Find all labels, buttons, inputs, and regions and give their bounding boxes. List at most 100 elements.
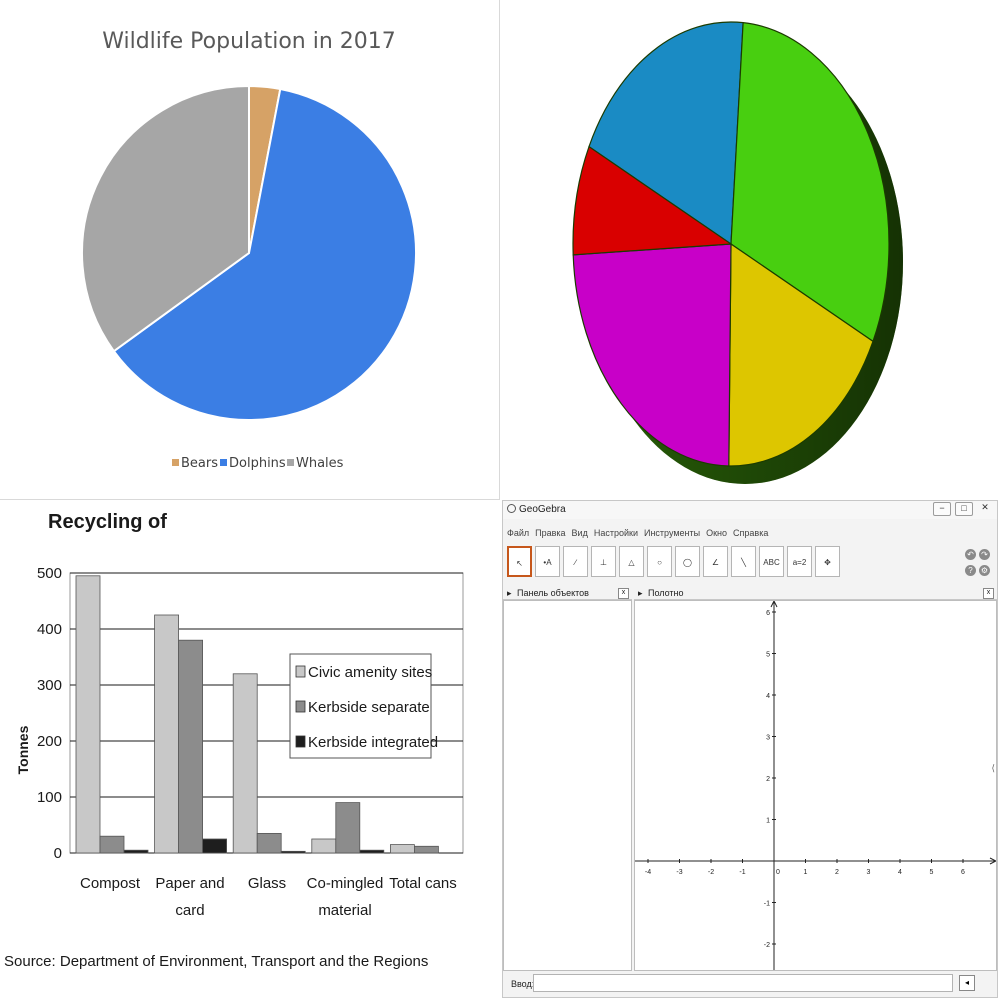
3d-pie-panel xyxy=(500,0,1000,500)
menu-item-4[interactable]: Настройки xyxy=(593,528,638,538)
menu-bar: Файл Правка Вид Настройки Инструменты Окно Спр… xyxy=(503,528,997,541)
y-axis-arrow-icon xyxy=(770,601,778,608)
x-tick-label: -2 xyxy=(708,869,714,876)
pie-slice-green xyxy=(730,21,890,343)
collapse-arrow-icon[interactable]: ▸ xyxy=(638,588,643,598)
pie-slice-magenta xyxy=(572,243,732,467)
input-bar: Ввод: ◂ xyxy=(503,971,997,997)
graphics-panel-title: Полотно xyxy=(648,588,684,598)
pie-slice-whales xyxy=(81,84,250,353)
reflect-tool-icon[interactable]: ╲ xyxy=(731,546,756,577)
perpendicular-tool-icon[interactable]: ⊥ xyxy=(591,546,616,577)
conic-tool-icon[interactable]: ◯ xyxy=(675,546,700,577)
pie-slice-red xyxy=(572,145,733,256)
y-tick-label: 4 xyxy=(766,693,770,700)
menu-item-6[interactable]: Окно xyxy=(706,528,728,538)
redo-icon[interactable]: ↷ xyxy=(979,549,990,560)
x-tick-label: material xyxy=(318,902,371,919)
move-tool-icon[interactable]: ↖ xyxy=(507,546,532,577)
y-axis-label: Tonnes xyxy=(15,725,31,774)
bar-1-2 xyxy=(99,835,125,854)
graphics-panel-close-button[interactable]: x xyxy=(983,588,994,599)
x-tick-label: 0 xyxy=(776,869,780,876)
menu-item-7[interactable]: Справка xyxy=(733,528,769,538)
side-panel-toggle-icon[interactable]: ⟨ xyxy=(991,763,995,773)
undo-redo-controls: ↶ ↷ ? ⚙ xyxy=(963,547,991,581)
menu-item-1[interactable]: Файл xyxy=(507,528,530,538)
move-view-tool-icon[interactable]: ✥ xyxy=(815,546,840,577)
geogebra-window: GeoGebra − □ ✕ Файл Правка Вид Настройки Инс… xyxy=(502,500,998,998)
title-bar: GeoGebra − □ ✕ xyxy=(503,501,997,519)
toolbar: ↖ •A ∕ ⊥ △ ○ ◯ ∠ ╲ ABC a=2 ✥ xyxy=(507,546,840,580)
x-tick-label: 5 xyxy=(930,869,934,876)
gear-icon[interactable]: ⚙ xyxy=(979,565,990,576)
menu-item-5[interactable]: Инструменты xyxy=(643,528,701,538)
close-button[interactable]: ✕ xyxy=(981,502,989,512)
y-tick-label: 400 xyxy=(37,621,62,638)
x-tick-label: Compost xyxy=(80,875,141,892)
graphics-panel[interactable]: -4 -3 -2 -1 0 1 2 3 4 5 6 -2 -1 1 2 3 4 5 6 ⟨ xyxy=(634,600,997,971)
minimize-button[interactable]: − xyxy=(933,502,951,516)
algebra-panel-header: ▸ Панель объектов x xyxy=(503,587,632,600)
legend-label: Kerbside integrated xyxy=(308,734,438,751)
undo-icon[interactable]: ↶ xyxy=(965,549,976,560)
legend-box xyxy=(289,653,432,759)
chart-title: Recycling of xyxy=(48,511,167,533)
maximize-button[interactable]: □ xyxy=(955,502,973,516)
input-field[interactable] xyxy=(533,974,953,992)
x-tick-label: Glass xyxy=(248,875,286,892)
recycling-bar-chart: Recycling of Tonnes Compost Paper and card… xyxy=(4,511,464,970)
y-tick-label: 2 xyxy=(766,776,770,783)
x-tick-label: card xyxy=(175,902,204,919)
bar-2-3 xyxy=(202,838,228,854)
legend-swatch-dolphins xyxy=(220,459,227,466)
pie-slice-dolphins xyxy=(112,87,417,421)
text-tool-icon[interactable]: ABC xyxy=(759,546,784,577)
bar-4-1 xyxy=(311,838,337,854)
y-tick-label: 5 xyxy=(766,652,770,659)
algebra-panel[interactable] xyxy=(503,600,632,971)
algebra-panel-title: Панель объектов xyxy=(517,588,589,598)
slider-tool-icon[interactable]: a=2 xyxy=(787,546,812,577)
window-title: GeoGebra xyxy=(519,504,566,515)
legend-label-bears: Bears xyxy=(181,456,218,471)
bar-5-1 xyxy=(389,844,415,854)
x-tick-label: -3 xyxy=(676,869,682,876)
line-tool-icon[interactable]: ∕ xyxy=(563,546,588,577)
legend-swatch xyxy=(295,735,306,748)
legend-swatch-whales xyxy=(287,459,294,466)
input-help-button[interactable]: ◂ xyxy=(959,975,975,991)
3d-pie-chart xyxy=(572,21,903,484)
wildlife-pie-panel: Wildlife Population in 2017 Bears Dolphin… xyxy=(0,0,500,500)
menu-item-3[interactable]: Вид xyxy=(571,528,588,538)
pie-slice-blue xyxy=(588,21,744,246)
collapse-arrow-icon[interactable]: ▸ xyxy=(507,588,512,598)
legend-label: Civic amenity sites xyxy=(308,664,432,681)
x-tick-label: 4 xyxy=(898,869,902,876)
point-tool-icon[interactable]: •A xyxy=(535,546,560,577)
bar-1-1 xyxy=(75,575,101,854)
polygon-tool-icon[interactable]: △ xyxy=(619,546,644,577)
x-tick-label: Co-mingled xyxy=(307,875,384,892)
y-tick-label: 3 xyxy=(766,735,770,742)
x-tick-label: -1 xyxy=(739,869,745,876)
algebra-panel-close-button[interactable]: x xyxy=(618,588,629,599)
wildlife-pie-chart: Wildlife Population in 2017 Bears Dolphin… xyxy=(81,29,417,471)
angle-tool-icon[interactable]: ∠ xyxy=(703,546,728,577)
x-tick-label: 1 xyxy=(804,869,808,876)
source-note: Source: Department of Environment, Trans… xyxy=(4,953,428,970)
x-tick-label: 6 xyxy=(961,869,965,876)
y-tick-label: 100 xyxy=(37,789,62,806)
input-label: Ввод: xyxy=(511,979,535,989)
menu-item-2[interactable]: Правка xyxy=(535,528,566,538)
help-icon[interactable]: ? xyxy=(965,565,976,576)
recycling-bar-panel: Recycling of Tonnes Compost Paper and card… xyxy=(0,500,500,1000)
x-tick-label: 2 xyxy=(835,869,839,876)
x-tick-label: -4 xyxy=(645,869,651,876)
circle-tool-icon[interactable]: ○ xyxy=(647,546,672,577)
y-tick-label: 500 xyxy=(37,565,62,582)
y-tick-label: -1 xyxy=(764,901,770,908)
pie-slice-yellow xyxy=(728,242,874,467)
x-tick-label: 3 xyxy=(867,869,871,876)
geogebra-panel: GeoGebra − □ ✕ Файл Правка Вид Настройки Инс… xyxy=(500,500,1000,1000)
